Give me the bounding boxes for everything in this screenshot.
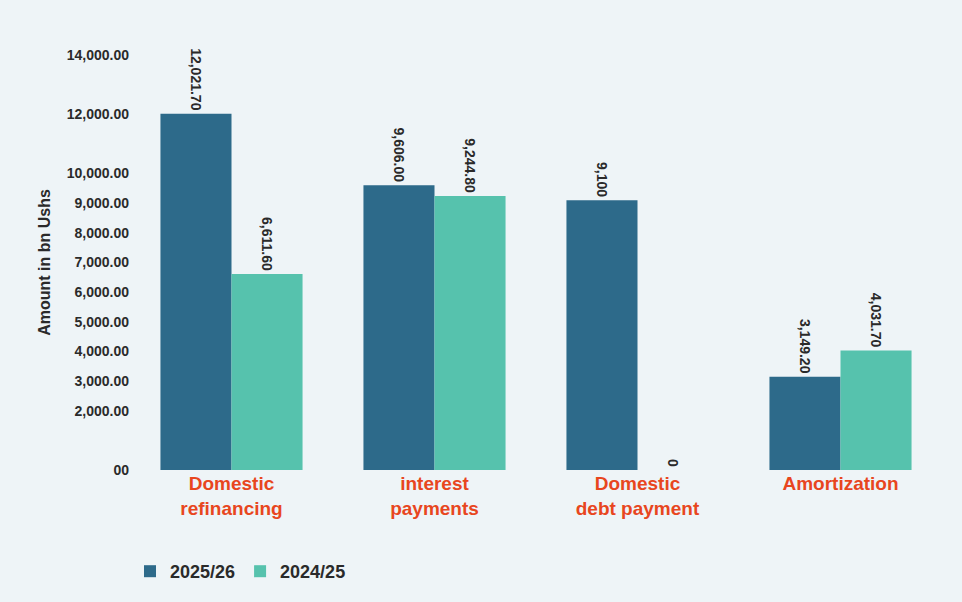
svg-text:00: 00: [113, 462, 129, 478]
svg-text:5,000.00: 5,000.00: [75, 314, 130, 330]
svg-text:Domesticrefinancing: Domesticrefinancing: [180, 473, 282, 519]
svg-text:2025/26: 2025/26: [170, 562, 235, 582]
svg-text:3,149.20: 3,149.20: [797, 319, 813, 374]
svg-text:0: 0: [665, 459, 681, 467]
svg-text:Amortization: Amortization: [782, 473, 898, 494]
svg-text:7,000.00: 7,000.00: [75, 254, 130, 270]
svg-text:9,000.00: 9,000.00: [75, 195, 130, 211]
svg-text:interestpayments: interestpayments: [390, 473, 479, 519]
svg-text:8,000.00: 8,000.00: [75, 225, 130, 241]
svg-text:2024/25: 2024/25: [280, 562, 345, 582]
svg-text:9,606.00: 9,606.00: [391, 128, 407, 183]
svg-text:Domesticdebt payment: Domesticdebt payment: [576, 473, 700, 519]
svg-text:14,000.00: 14,000.00: [67, 47, 129, 63]
svg-text:2,000.00: 2,000.00: [75, 403, 130, 419]
svg-text:12,000.00: 12,000.00: [67, 106, 129, 122]
svg-text:6,611.60: 6,611.60: [259, 217, 275, 271]
svg-text:4,031.70: 4,031.70: [868, 293, 884, 348]
svg-text:6,000.00: 6,000.00: [75, 284, 130, 300]
svg-text:4,000.00: 4,000.00: [75, 343, 130, 359]
svg-text:10,000.00: 10,000.00: [67, 165, 129, 181]
svg-text:9,100: 9,100: [594, 162, 610, 197]
svg-text:3,000.00: 3,000.00: [75, 373, 130, 389]
svg-text:9,244.80: 9,244.80: [462, 138, 478, 193]
svg-text:12,021.70: 12,021.70: [188, 48, 204, 110]
svg-text:Amount in bn Ushs: Amount in bn Ushs: [36, 189, 53, 336]
